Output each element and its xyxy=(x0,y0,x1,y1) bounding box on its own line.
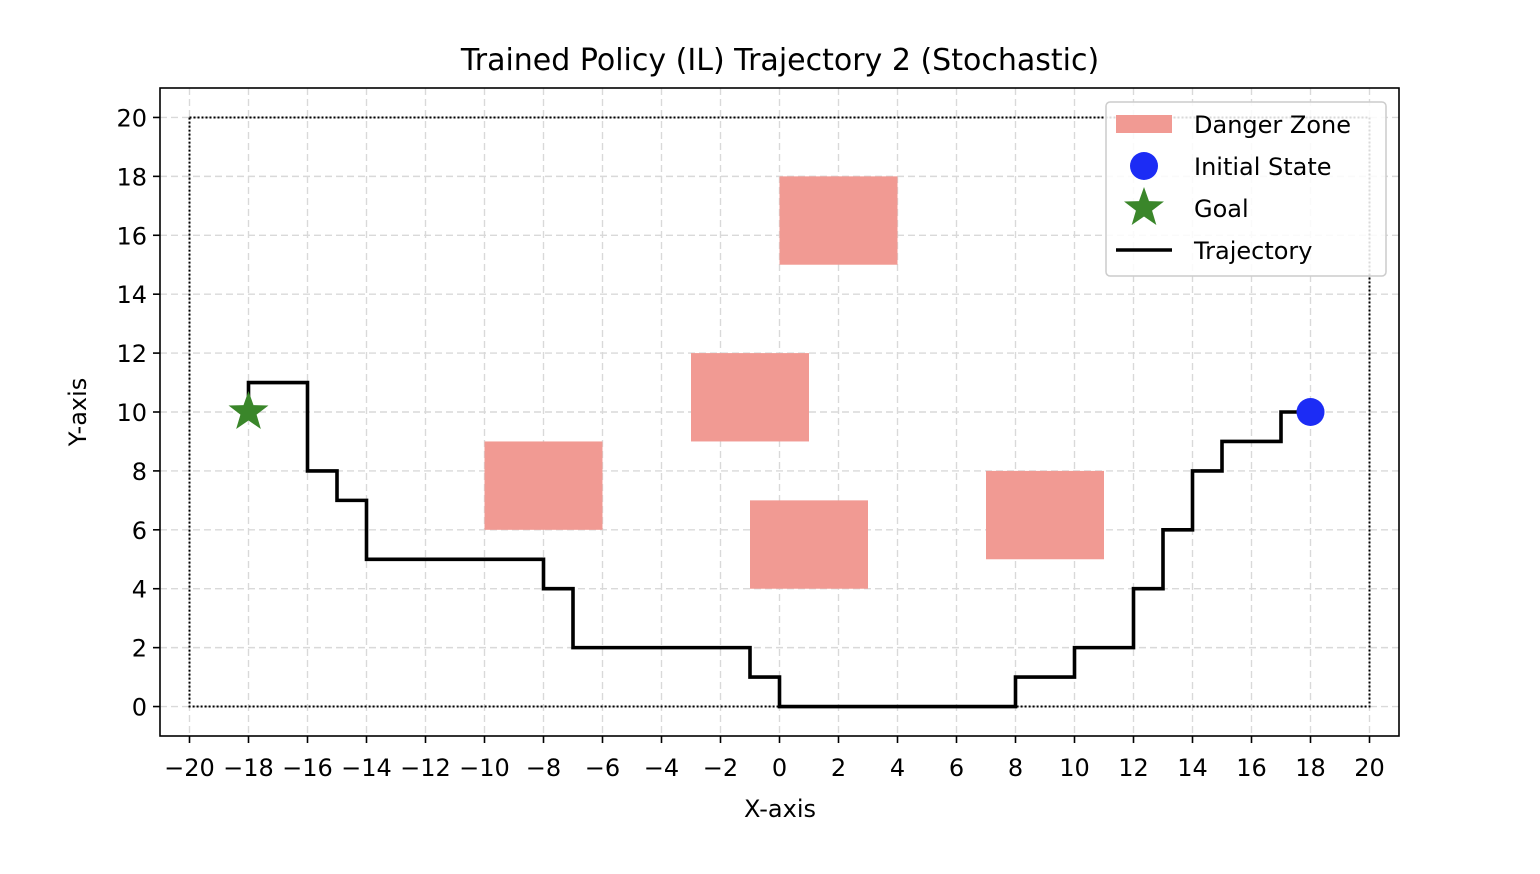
y-tick-label: 12 xyxy=(116,340,147,368)
x-tick-label: 4 xyxy=(890,754,905,782)
chart-title: Trained Policy (IL) Trajectory 2 (Stocha… xyxy=(460,43,1099,78)
danger-zone-4 xyxy=(750,500,868,589)
x-tick-label: 12 xyxy=(1118,754,1149,782)
x-tick-label: −8 xyxy=(526,754,561,782)
x-tick-label: 0 xyxy=(772,754,787,782)
y-tick-label: 20 xyxy=(116,104,147,132)
y-tick-label: 6 xyxy=(132,517,147,545)
y-tick-label: 18 xyxy=(116,163,147,191)
legend-label-danger-zone: Danger Zone xyxy=(1194,111,1351,139)
x-tick-label: 8 xyxy=(1008,754,1023,782)
y-tick-label: 0 xyxy=(132,694,147,722)
x-tick-label: 16 xyxy=(1236,754,1267,782)
danger-zone-1 xyxy=(779,176,898,265)
danger-zone-2 xyxy=(691,353,809,442)
goal-marker xyxy=(228,391,269,429)
danger-zone-3 xyxy=(484,441,603,530)
x-tick-label: 10 xyxy=(1059,754,1090,782)
legend-label-goal: Goal xyxy=(1194,195,1249,223)
y-tick-label: 2 xyxy=(132,635,147,663)
y-tick-label: 4 xyxy=(132,576,147,604)
x-tick-label: −4 xyxy=(644,754,679,782)
y-tick-label: 14 xyxy=(116,281,147,309)
trajectory-line xyxy=(246,380,1311,709)
environment-boundary xyxy=(188,116,1371,708)
y-tick-label: 10 xyxy=(116,399,147,427)
legend-initial-state-swatch xyxy=(1130,152,1158,180)
legend-label-initial-state: Initial State xyxy=(1194,153,1332,181)
danger-zone-5 xyxy=(986,470,1104,560)
plot-area: −20 −18 −16 −14 −12 −10 −8 −6 −4 −2 0 2 4 6 8 10 12 14 16 1… xyxy=(116,87,1400,782)
x-tick-label: −20 xyxy=(164,754,215,782)
legend-box xyxy=(1105,101,1387,277)
x-tick-label: −14 xyxy=(341,754,392,782)
y-tick-label: 16 xyxy=(116,222,147,250)
legend-goal-swatch xyxy=(1124,187,1164,225)
x-tick-label: −12 xyxy=(400,754,451,782)
y-axis-label: Y-axis xyxy=(64,378,92,448)
x-tick-label: −6 xyxy=(585,754,620,782)
x-tick-label: 20 xyxy=(1354,754,1385,782)
x-axis-label: X-axis xyxy=(744,795,816,823)
x-tick-label: 14 xyxy=(1177,754,1208,782)
x-tick-label: 18 xyxy=(1295,754,1326,782)
legend-danger-zone-swatch xyxy=(1116,115,1172,133)
initial-state-marker xyxy=(1296,398,1325,426)
y-tick-label: 8 xyxy=(132,458,147,486)
legend-label-trajectory: Trajectory xyxy=(1193,237,1313,265)
x-tick-label: 2 xyxy=(831,754,846,782)
x-tick-label: −18 xyxy=(223,754,274,782)
legend: Danger Zone Initial State Goal Trajectory xyxy=(1105,101,1387,277)
x-tick-label: −2 xyxy=(703,754,738,782)
x-tick-label: −10 xyxy=(459,754,510,782)
x-tick-label: −16 xyxy=(282,754,333,782)
x-tick-label: 6 xyxy=(949,754,964,782)
